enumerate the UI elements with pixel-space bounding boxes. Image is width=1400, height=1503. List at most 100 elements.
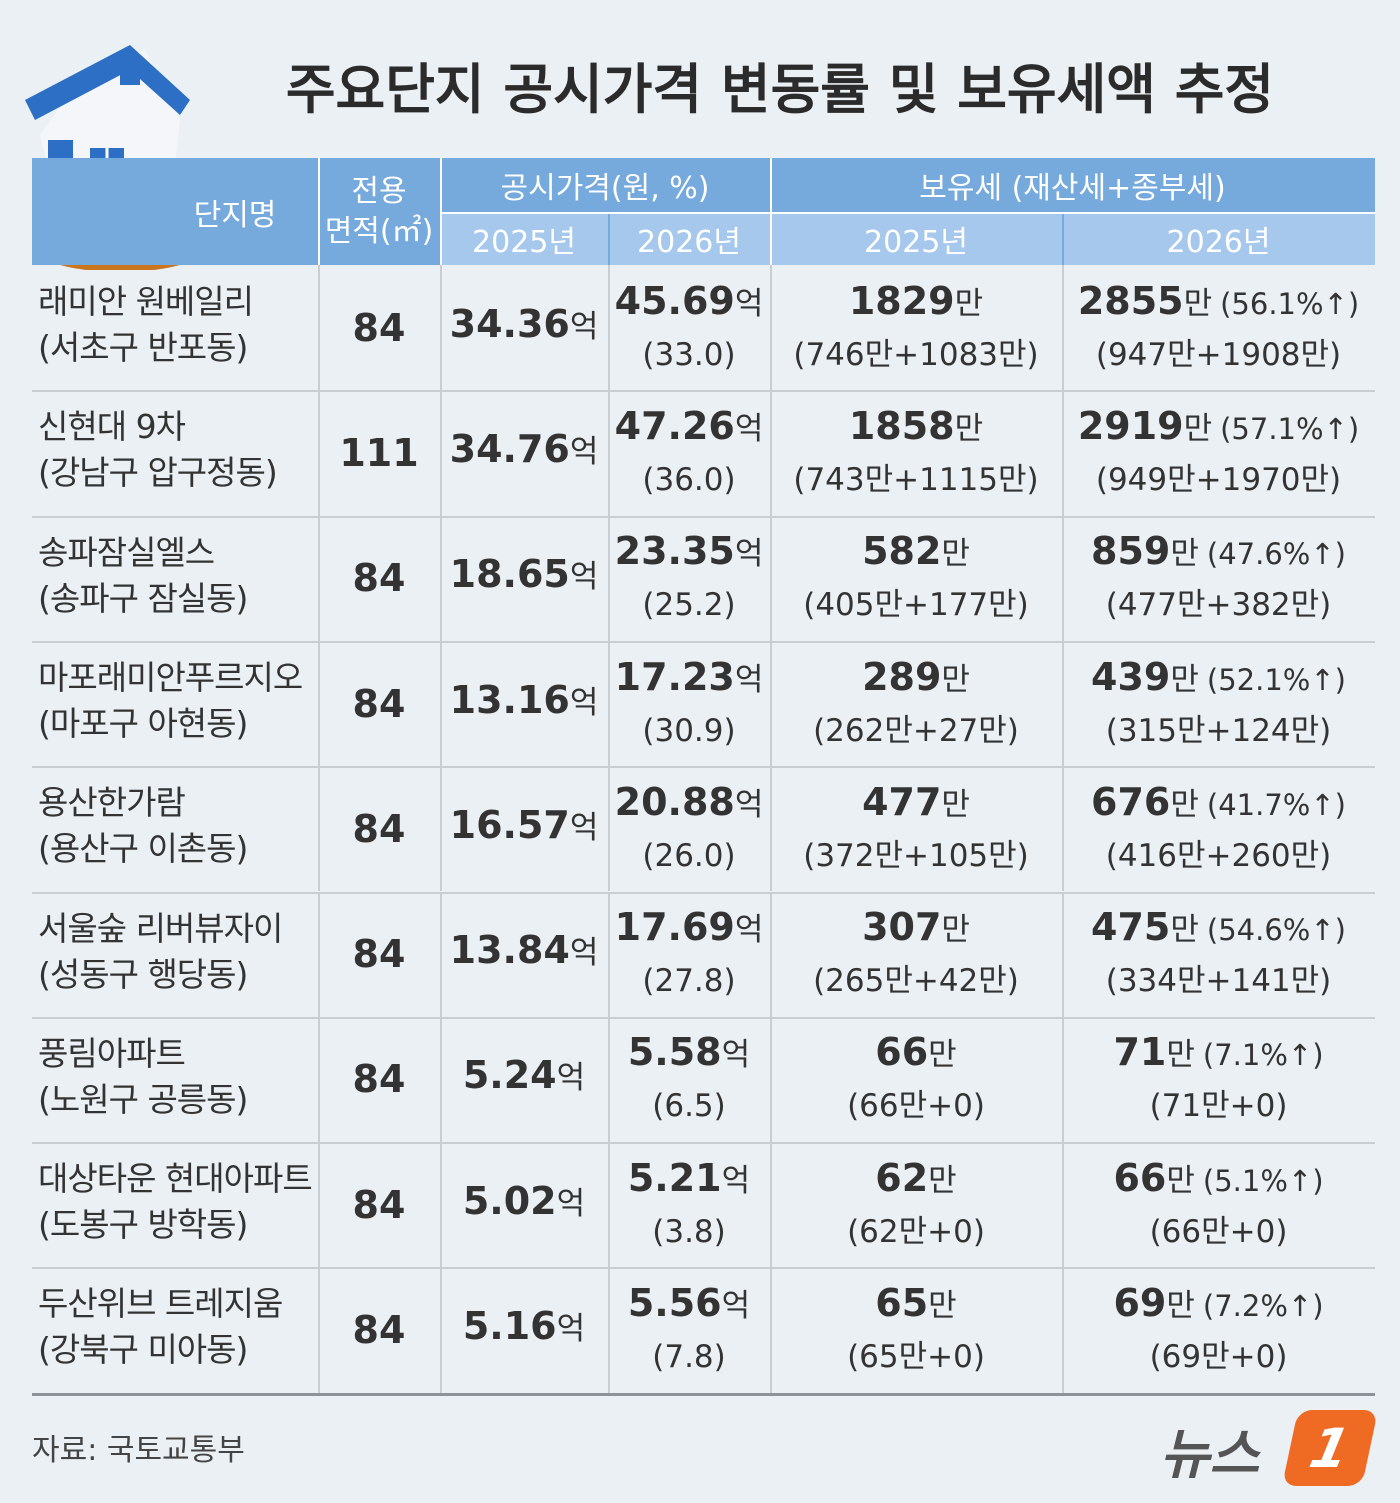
tax-detail: (62만+0) <box>847 1213 985 1250</box>
line: 62만 <box>875 1155 956 1209</box>
area: 84 <box>352 681 406 726</box>
complex-name: 신현대 9차 <box>38 407 186 447</box>
header-sub-bg <box>1064 214 1375 265</box>
complex-location: (송파구 잠실동) <box>38 578 248 618</box>
column-divider <box>770 515 772 641</box>
tax-detail: (416만+260만) <box>1105 837 1332 874</box>
name-cell: 서울숲 리버뷰자이 (성동구 행당동) <box>38 906 324 998</box>
table-bottom-line <box>32 1392 1375 1396</box>
tax-2026-cell: 439만 (52.1%↑) (315만+124만) <box>1062 641 1375 766</box>
column-divider <box>318 390 320 516</box>
row-divider <box>32 640 1375 643</box>
header-sub-bg <box>772 214 1062 265</box>
tax-change: (52.1%↑) <box>1206 662 1346 697</box>
logo-mark: 1 <box>1281 1410 1379 1486</box>
line: 5.02억 <box>463 1178 585 1232</box>
price-2026-cell: 17.69억 (27.8) <box>608 892 770 1017</box>
price-change: (36.0) <box>642 461 736 498</box>
column-divider <box>608 1267 610 1393</box>
tax-2025-cell: 1858만 (743만+1115만) <box>770 390 1062 515</box>
unit: 억 <box>569 308 599 345</box>
tax-change: (57.1%↑) <box>1220 411 1360 446</box>
name-cell: 용산한가람 (용산구 이촌동) <box>38 780 324 872</box>
column-divider <box>608 1142 610 1268</box>
tax-2025-cell: 65만 (65만+0) <box>770 1267 1062 1392</box>
price-2026-cell: 47.26억 (36.0) <box>608 390 770 515</box>
price-change: (3.8) <box>652 1213 726 1250</box>
price: 5.58 <box>627 1030 722 1075</box>
price: 18.65 <box>449 552 570 597</box>
tax-detail: (66만+0) <box>847 1088 985 1125</box>
line: 477만 <box>862 779 970 833</box>
unit: 만 <box>928 1037 957 1074</box>
tax-2025-cell: 307만 (265만+42만) <box>770 892 1062 1017</box>
column-divider <box>1062 515 1064 641</box>
area: 84 <box>352 806 406 851</box>
tax-detail: (947만+1908만) <box>1095 336 1342 373</box>
price: 5.21 <box>627 1155 722 1200</box>
unit: 억 <box>569 559 599 596</box>
price: 5.02 <box>462 1178 557 1223</box>
unit: 억 <box>556 1060 586 1097</box>
tax: 1829 <box>848 278 955 323</box>
price-2026-cell: 45.69억 (33.0) <box>608 265 770 390</box>
tax: 65 <box>875 1281 929 1326</box>
line: 17.23억 <box>615 654 764 708</box>
unit: 억 <box>569 433 599 470</box>
tax: 475 <box>1091 905 1171 950</box>
line: 71만 (7.1%↑) <box>1113 1029 1323 1083</box>
line: 13.16억 <box>450 677 599 731</box>
price: 20.88 <box>614 779 735 824</box>
complex-name: 풍림아파트 <box>38 1033 186 1073</box>
tax-2026-cell: 71만 (7.1%↑) (71만+0) <box>1062 1017 1375 1142</box>
unit: 만 <box>1166 1162 1195 1199</box>
price: 5.24 <box>462 1053 557 1098</box>
tax-change: (5.1%↑) <box>1202 1163 1324 1198</box>
column-divider <box>318 891 320 1017</box>
tax: 477 <box>862 779 942 824</box>
unit: 억 <box>569 684 599 721</box>
line: 2919만 (57.1%↑) <box>1078 403 1359 457</box>
column-divider <box>608 1016 610 1143</box>
unit: 억 <box>569 935 599 972</box>
column-divider <box>440 515 442 641</box>
column-divider <box>318 1016 320 1143</box>
row-divider <box>32 891 1375 894</box>
unit: 억 <box>569 809 599 846</box>
tax: 71 <box>1113 1030 1167 1075</box>
unit: 만 <box>1170 786 1199 823</box>
line: 23.35억 <box>615 528 764 582</box>
area-cell: 84 <box>318 1267 440 1392</box>
source: 자료: 국토교통부 <box>32 1433 245 1468</box>
column-divider <box>1062 1142 1064 1268</box>
tax-2025-cell: 477만 (372만+105만) <box>770 766 1062 891</box>
unit: 억 <box>721 1288 751 1325</box>
complex-location: (마포구 아현동) <box>38 703 248 743</box>
name-cell: 풍림아파트 (노원구 공릉동) <box>38 1031 324 1123</box>
price-2025-cell: 13.16억 <box>440 641 608 766</box>
unit: 만 <box>1183 285 1213 322</box>
area: 84 <box>352 556 406 601</box>
unit: 만 <box>954 410 984 447</box>
name-cell: 대상타운 현대아파트 (도봉구 방학동) <box>38 1156 324 1248</box>
title: 주요단지 공시가격 변동률 및 보유세액 추정 <box>285 58 1275 121</box>
price-2025-cell: 18.65억 <box>440 516 608 641</box>
unit: 억 <box>734 410 764 447</box>
column-divider <box>608 390 610 516</box>
header-divider <box>770 158 772 265</box>
complex-location: (용산구 이촌동) <box>38 829 248 869</box>
column-divider <box>1062 1016 1064 1143</box>
line: 47.26억 <box>615 403 764 457</box>
line: 1829만 <box>849 278 983 332</box>
line: 66만 <box>875 1029 956 1083</box>
price-2025-cell: 34.36억 <box>440 265 608 390</box>
tax: 439 <box>1091 654 1171 699</box>
price-change: (30.9) <box>642 712 736 749</box>
header-year: 2026년 <box>637 224 741 260</box>
area-cell: 84 <box>318 265 440 390</box>
name-cell: 마포래미안푸르지오 (마포구 아현동) <box>38 655 324 747</box>
tax-detail: (69만+0) <box>1149 1339 1288 1376</box>
tax-2026-cell: 475만 (54.6%↑) (334만+141만) <box>1062 892 1375 1017</box>
area: 84 <box>352 1182 406 1227</box>
